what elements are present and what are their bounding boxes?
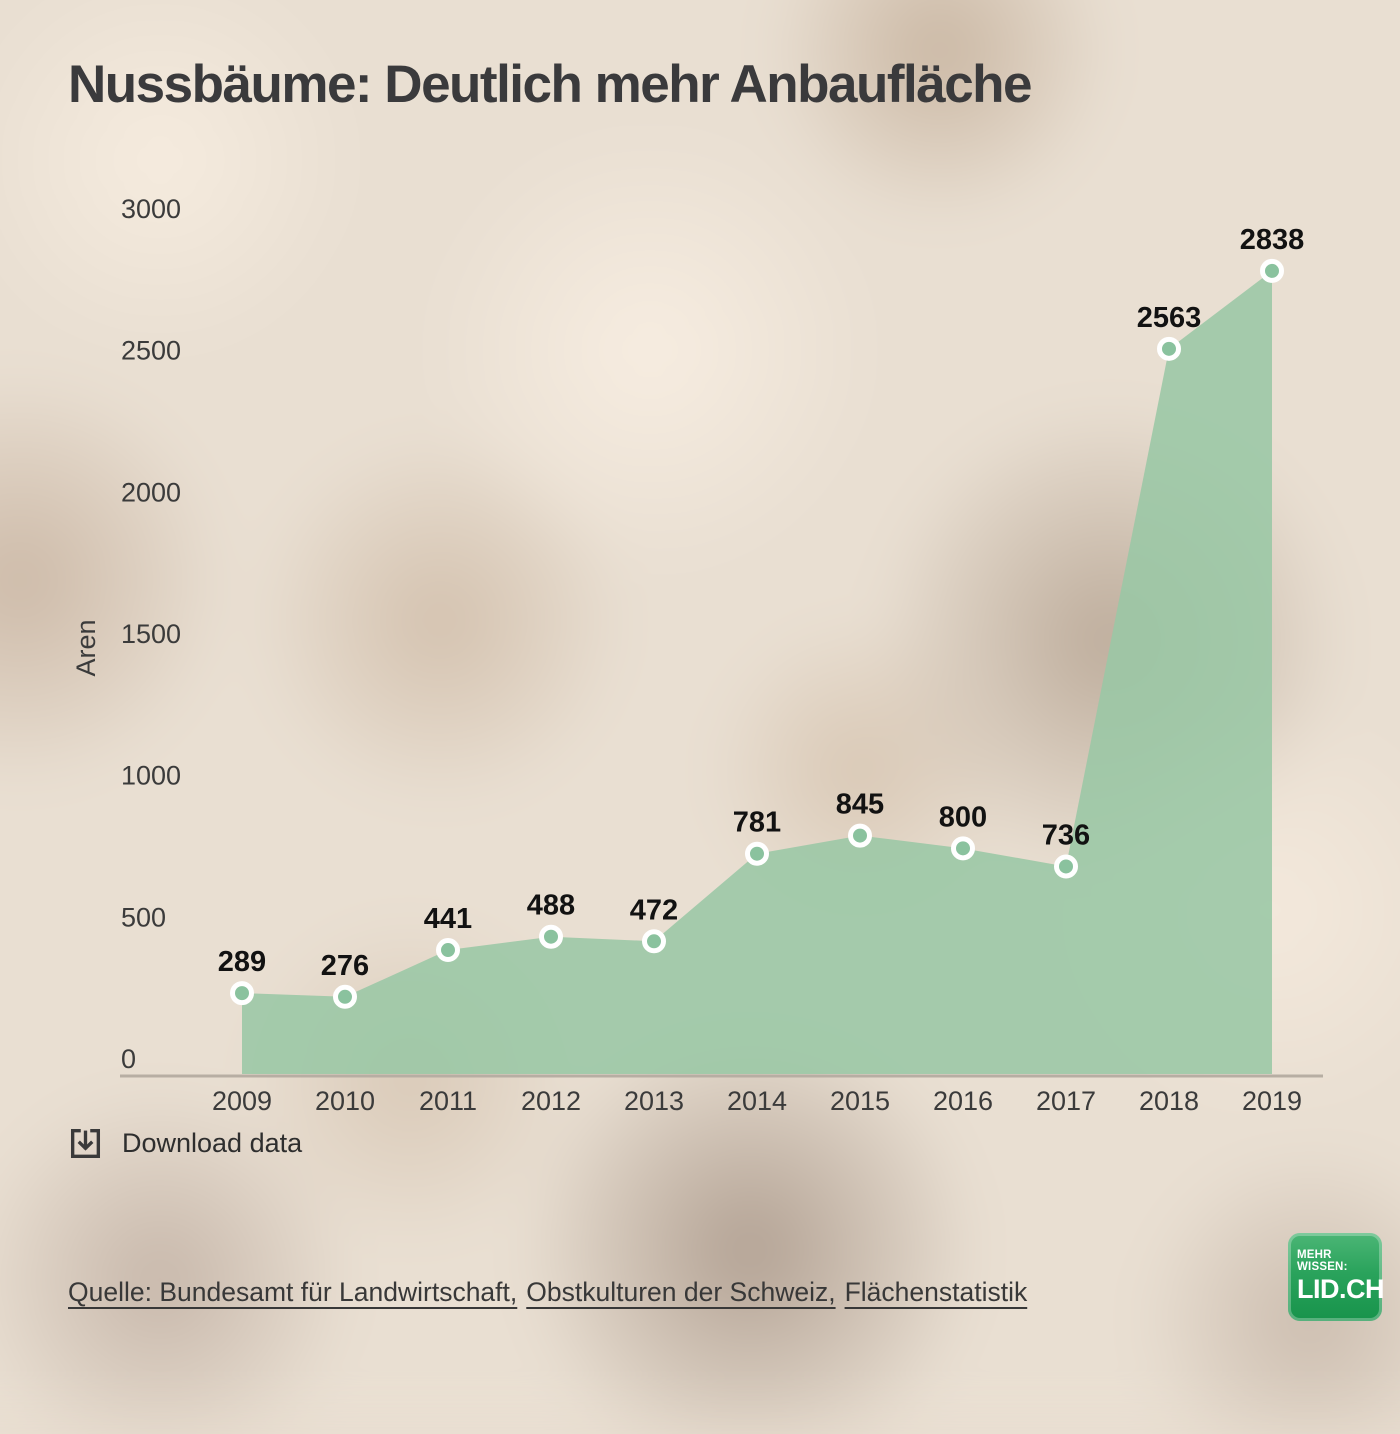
data-point-label: 488 — [527, 890, 575, 922]
page-title: Nussbäume: Deutlich mehr Anbaufläche — [68, 55, 1033, 114]
source-link-quelle[interactable]: Quelle: Bundesamt für Landwirtschaft, — [68, 1277, 518, 1307]
data-point[interactable] — [642, 929, 666, 954]
data-point[interactable] — [333, 984, 357, 1009]
x-tick-label: 2011 — [419, 1086, 477, 1116]
x-tick-label: 2018 — [1139, 1086, 1199, 1116]
y-tick-label: 1500 — [121, 619, 181, 649]
data-point[interactable] — [745, 841, 769, 866]
data-point-label: 441 — [424, 903, 472, 935]
data-point-label: 276 — [321, 950, 369, 982]
x-tick-label: 2016 — [933, 1086, 993, 1116]
x-tick-label: 2014 — [727, 1086, 787, 1116]
data-point-label: 472 — [630, 894, 678, 926]
data-point[interactable] — [1157, 336, 1181, 361]
data-point[interactable] — [951, 836, 975, 861]
data-point[interactable] — [539, 924, 563, 949]
data-point-label: 736 — [1042, 819, 1090, 851]
logo-tagline: MEHR WISSEN: — [1297, 1249, 1348, 1273]
data-point[interactable] — [436, 938, 460, 963]
x-tick-label: 2010 — [315, 1086, 375, 1116]
y-tick-label: 2500 — [121, 336, 181, 366]
data-point[interactable] — [848, 823, 872, 848]
x-tick-label: 2015 — [830, 1086, 890, 1116]
x-tick-label: 2019 — [1242, 1086, 1302, 1116]
y-axis-unit-label: Aren — [71, 619, 101, 676]
x-tick-label: 2009 — [212, 1086, 272, 1116]
lid-ch-logo-text: MEHR WISSEN: LID.CH — [1288, 1249, 1385, 1305]
data-point[interactable] — [1054, 854, 1078, 879]
data-point[interactable] — [230, 981, 254, 1006]
download-data-label: Download data — [122, 1128, 303, 1158]
data-point-label: 845 — [836, 789, 884, 821]
x-tick-label: 2017 — [1036, 1086, 1096, 1116]
y-tick-label: 0 — [121, 1044, 136, 1074]
area-chart: 0 500 1000 1500 2000 2500 3000 Aren 2009 2010 2011… — [71, 194, 1323, 1116]
data-point-label: 800 — [939, 801, 987, 833]
data-point-label: 781 — [733, 807, 781, 839]
source-link-flaechenstatistik[interactable]: Flächenstatistik — [844, 1277, 1028, 1307]
y-tick-label: 1000 — [121, 761, 181, 791]
source-link-obstkulturen[interactable]: Obstkulturen der Schweiz, — [526, 1277, 836, 1307]
lid-ch-logo[interactable]: MEHR WISSEN: LID.CH — [1288, 1233, 1385, 1321]
logo-name: LID.CH — [1297, 1274, 1385, 1304]
data-point-label: 289 — [218, 946, 266, 978]
data-point-label: 2563 — [1137, 302, 1202, 334]
y-tick-label: 500 — [121, 902, 166, 932]
x-tick-label: 2012 — [521, 1086, 581, 1116]
source-line: Quelle: Bundesamt für Landwirtschaft, Obs… — [68, 1277, 1036, 1308]
y-tick-label: 2000 — [121, 477, 181, 507]
x-tick-label: 2013 — [624, 1086, 684, 1116]
area-fill — [242, 270, 1272, 1074]
download-data-link[interactable]: Download data — [68, 1126, 302, 1161]
data-point[interactable] — [1260, 258, 1284, 283]
y-tick-label: 3000 — [121, 194, 181, 224]
download-icon — [70, 1128, 101, 1159]
data-point-label: 2838 — [1240, 224, 1305, 256]
